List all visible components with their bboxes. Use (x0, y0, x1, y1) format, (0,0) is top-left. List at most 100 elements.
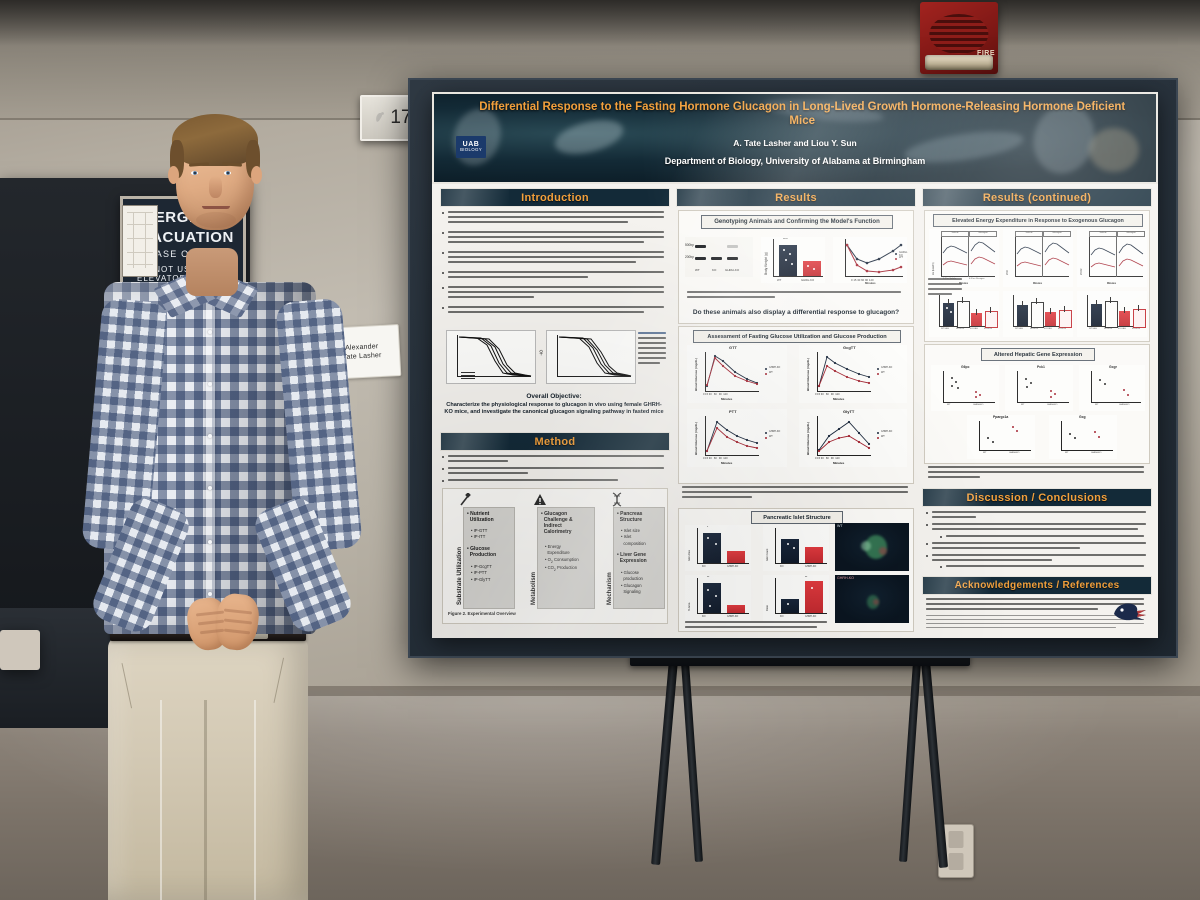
introduction-text (442, 210, 666, 313)
chart-islet-number: Islet Count KO GHRH-KO (763, 525, 829, 571)
wall-box (0, 630, 40, 670)
body-weight-chart: **** Body Weight (g) WT GHRH-KO (761, 237, 825, 283)
banner-background-image (434, 94, 1156, 182)
warning-icon (534, 494, 546, 505)
pants-center-seam (204, 700, 207, 900)
survival-lines-female (558, 336, 632, 377)
chart-ee-3: Vehicle Glucagon VCO2 Minutes (1077, 229, 1147, 287)
chart-gene-gcgr: Gcgr WT GHRH-KO (1079, 365, 1145, 411)
shirt-placket (206, 292, 215, 628)
placard-number: 17 (390, 107, 412, 128)
discussion-text (926, 510, 1148, 568)
itt-series (845, 243, 903, 274)
chart-gene-extra: Gcg WT GHRH-KO (1049, 415, 1117, 459)
chart-ee-2: Vehicle Glucagon VO2 Minutes (1003, 229, 1073, 287)
panel-title-energy: Elevated Energy Expenditure in Response … (933, 214, 1143, 227)
method-text (442, 454, 666, 484)
presenter-mouth (202, 206, 230, 209)
overall-objective-title: Overall Objective: (526, 393, 582, 400)
insulin-tolerance-chart: 0 15 30 60 90 120 Minutes GHRH-KO WT (833, 237, 908, 285)
chart-ptt: PTT Blood Glucose (mg/dL) 0 15 30 60 90 … (687, 409, 787, 467)
outlet-socket-bottom (948, 853, 964, 870)
figure1-caption (638, 332, 668, 372)
uab-biology-logo: UAB BIOLOGY (456, 136, 486, 158)
evacuation-map (122, 205, 158, 277)
logo-biology-text: BIOLOGY (460, 147, 482, 153)
presenter-pants (108, 636, 308, 900)
panel-tolerance-tests: Assessment of Fasting Glucose Utilizatio… (678, 326, 914, 484)
poster-affiliation: Department of Biology, University of Ala… (664, 156, 926, 166)
overall-objective-text: Characterize the physiological response … (444, 402, 664, 416)
presenter-ear-left (168, 166, 179, 184)
pcr-gel-image: 500bp 200bp WT KO GHRH-KO (685, 237, 753, 277)
acknowledgements-text (926, 598, 1148, 632)
ceiling-shadow (0, 0, 1200, 46)
pants-crease-left (160, 700, 162, 900)
poster-authors: A. Tate Lasher and Liou Y. Sun (733, 138, 857, 148)
panel-title-tolerance: Assessment of Fasting Glucose Utilizatio… (693, 330, 901, 343)
section-header-discussion: Discussion / Conclusions (922, 488, 1152, 507)
panel-title-islet: Pancreatic Islet Structure (751, 511, 843, 524)
panel-energy-expenditure: Elevated Energy Expenditure in Response … (924, 210, 1150, 342)
presenter-chin-shadow (196, 212, 236, 228)
hepatic-caption (928, 466, 1146, 482)
method-group-box-2: • Glucagon Challenge & Indirect Calorime… (537, 507, 595, 609)
research-poster: Differential Response to the Fasting Hor… (432, 92, 1158, 638)
energy-side-caption (928, 278, 966, 302)
ee-series-2 (1016, 242, 1070, 267)
poster-banner: Differential Response to the Fasting Hor… (432, 92, 1158, 184)
section-header-results-continued: Results (continued) (922, 188, 1152, 207)
panel-title-genotyping: Genotyping Animals and Confirming the Mo… (701, 215, 893, 229)
chart-alpha-beta-ratio: ** Ratio KO GHRH-KO (763, 575, 829, 621)
ptt-series (705, 420, 759, 453)
ee-series-1 (942, 241, 996, 266)
chart-glytt: GlyTT Blood Glucose (mg/dL) 0 15 30 60 9… (799, 409, 907, 467)
section-header-method: Method (440, 432, 670, 451)
survival-curve-male (446, 330, 536, 384)
chart-gtt: GTT Blood Glucose (mg/dL) 0 15 30 60 90 … (687, 345, 787, 403)
chart-ee-bars-3: WT-VEH WT-GCG KO-VEH KO-GCG (1077, 291, 1147, 337)
panel-genotyping: Genotyping Animals and Confirming the Mo… (678, 210, 914, 324)
alarm-strobe-lens (924, 55, 994, 71)
syringe-icon (460, 493, 471, 506)
section-header-introduction: Introduction (440, 188, 670, 207)
chart-ee-1: Vehicle Glucagon EE (kcal/hr) 0-3 hrs Ve… (929, 229, 999, 287)
panel-title-hepatic: Altered Hepatic Gene Expression (981, 348, 1095, 361)
gcgtt-series (817, 355, 871, 388)
outlet-socket-top (948, 831, 964, 848)
microscopy-image-wt: WT (835, 523, 909, 571)
poster-title: Differential Response to the Fasting Hor… (479, 101, 1126, 127)
experimental-overview-diagram: Substrate Utilization • Nutrient Utiliza… (442, 488, 668, 624)
genotyping-caption (687, 291, 905, 305)
badge-last-name: Tate Lasher (342, 351, 382, 362)
alarm-speaker-grille (929, 13, 989, 54)
baseboard (0, 686, 1200, 696)
panel-islet-structure: Pancreatic Islet Structure * Islet Area … (678, 508, 914, 632)
fire-alarm-strobe: FIRE (920, 2, 998, 74)
chart-beta-cell-area: ** % Area KO GHRH-KO (685, 575, 751, 621)
presenter-hair (172, 114, 258, 166)
chart-ee-bars-2: WT-VEH WT-GCG KO-VEH KO-GCG (1003, 291, 1073, 337)
islet-caption (685, 621, 831, 631)
presenter-nose (209, 176, 222, 198)
chart-ee-bars-1: WT-VEH WT-GCG KO-VEH KO-GCG (929, 291, 999, 337)
chart-islet-size: * Islet Area KO GHRH-KO (685, 525, 751, 571)
footprint-icon (376, 112, 385, 122)
emergency-sign-line4: DO NOT USE ELEVATORS (137, 265, 197, 283)
presenter-eye-right (224, 171, 231, 175)
chart-gene-pck1: Pck1 WT GHRH-KO (1005, 365, 1073, 411)
uab-blazers-dragon-logo (1114, 603, 1146, 621)
figure2-caption: Figure 2. Experimental Overview (448, 611, 516, 616)
ee-series-3 (1090, 243, 1144, 268)
emergency-sign-line3: IN CASE OF FIRE (133, 249, 226, 259)
dna-icon (612, 492, 622, 507)
gtt-series (705, 354, 759, 388)
presenter-ear-right (251, 166, 262, 184)
tolerance-caption (682, 486, 910, 504)
chart-gene-ppargc1a: Ppargc1a WT GHRH-KO (967, 415, 1035, 459)
logo-uab-text: UAB (462, 141, 480, 149)
section-header-results: Results (676, 188, 916, 207)
genotyping-question: Do these animals also display a differen… (692, 309, 900, 316)
microscopy-image-ko: GHRH-KO (835, 575, 909, 623)
